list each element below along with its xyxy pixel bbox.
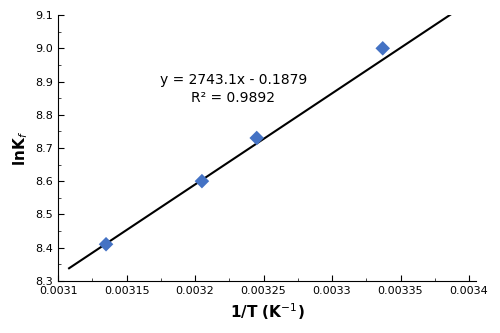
X-axis label: 1/T (K$^{-1}$): 1/T (K$^{-1}$) bbox=[230, 301, 304, 322]
Point bbox=[198, 178, 206, 184]
Point bbox=[252, 135, 260, 141]
Y-axis label: lnK$_f$: lnK$_f$ bbox=[11, 131, 30, 166]
Text: R² = 0.9892: R² = 0.9892 bbox=[192, 91, 276, 105]
Text: y = 2743.1x - 0.1879: y = 2743.1x - 0.1879 bbox=[160, 73, 307, 87]
Point bbox=[102, 241, 110, 247]
Point bbox=[378, 46, 386, 51]
